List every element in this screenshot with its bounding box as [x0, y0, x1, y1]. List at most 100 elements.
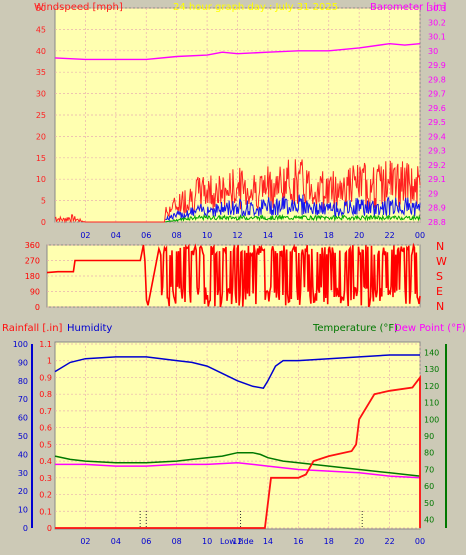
climate-xtick-06: 06: [141, 537, 151, 546]
direction-tick-180: 180: [25, 272, 40, 281]
rain-tick-0.8: 0.8: [39, 390, 52, 399]
humidity-tick-90: 90: [18, 358, 28, 367]
rain-tick-0.3: 0.3: [39, 474, 52, 483]
wind-tick-15: 15: [36, 154, 46, 163]
humidity-tick-50: 50: [18, 432, 28, 441]
barometer-line: [54, 42, 421, 61]
humidity-tick-100: 100: [13, 340, 28, 349]
climate-xtick-14: 14: [263, 537, 273, 546]
wind-x-axis-ticks: 02 04 06 08 10 12 14 16 18 20 22 00: [80, 231, 425, 240]
wind-tick-5: 5: [41, 197, 46, 206]
temperature-tick-130: 130: [424, 365, 439, 374]
direction-axis-ticks: 360 270 180 90 0: [25, 241, 40, 312]
climate-series: [54, 354, 421, 529]
direction-tick-360: 360: [25, 241, 40, 250]
wind-tick-25: 25: [36, 111, 46, 120]
dewpoint-line: [55, 462, 421, 479]
climate-xtick-16: 16: [293, 537, 303, 546]
temperature-axis-ticks: 140 130 120 110 100 90 80 70 60 50 40: [424, 348, 439, 524]
wind-direction-line: [46, 242, 421, 308]
temperature-tick-110: 110: [424, 399, 439, 408]
barometer-tick-29: 29: [428, 189, 438, 198]
barometer-tick-30.3: 30.3: [428, 4, 446, 13]
windspeed-line: [54, 159, 421, 224]
wind-xtick-18: 18: [324, 231, 334, 240]
wind-xtick-16: 16: [293, 231, 303, 240]
humidity-tick-10: 10: [18, 506, 28, 515]
humidity-tick-70: 70: [18, 395, 28, 404]
dewpoint-axis-label: Dew Point (°F): [394, 323, 466, 334]
barometer-tick-30.1: 30.1: [428, 33, 446, 42]
humidity-tick-40: 40: [18, 450, 28, 459]
wind-tick-0: 0: [41, 218, 46, 227]
temperature-tick-60: 60: [424, 482, 434, 491]
wind-xtick-20: 20: [354, 231, 364, 240]
direction-tick-270: 270: [25, 257, 40, 266]
wind-xtick-14: 14: [263, 231, 273, 240]
wind-low-line: [165, 213, 421, 223]
rain-tick-0: 0: [47, 524, 52, 533]
compass-label-4: N: [436, 300, 444, 313]
climate-xtick-22: 22: [384, 537, 394, 546]
compass-label-3: E: [436, 285, 443, 298]
wind-xtick-08: 08: [172, 231, 182, 240]
rain-tick-0.9: 0.9: [39, 373, 52, 382]
rain-tick-0.1: 0.1: [39, 507, 52, 516]
rain-tick-0.5: 0.5: [39, 440, 52, 449]
barometer-tick-29.8: 29.8: [428, 75, 446, 84]
wind-tick-45: 45: [36, 25, 46, 34]
rain-tick-1.1: 1.1: [39, 340, 52, 349]
barometer-tick-29.7: 29.7: [428, 90, 446, 99]
windspeed-axis-label: Windspeed [mph]: [34, 2, 123, 13]
direction-tick-0: 0: [35, 303, 40, 312]
rain-tick-1: 1: [47, 357, 52, 366]
temperature-tick-90: 90: [424, 432, 434, 441]
barometer-right-axis-ticks: 30.3 30.2 30.1 30 29.9 29.8 29.7 29.6 29.5 29.4 29…: [428, 4, 446, 227]
temperature-tick-80: 80: [424, 449, 434, 458]
rain-tick-0.7: 0.7: [39, 407, 52, 416]
humidity-tick-20: 20: [18, 487, 28, 496]
barometer-tick-29.9: 29.9: [428, 61, 446, 70]
humidity-tick-0: 0: [23, 524, 28, 533]
temperature-tick-100: 100: [424, 415, 439, 424]
barometer-axis-label: Barometer [.in]: [370, 2, 446, 13]
wind-xtick-06: 06: [141, 231, 151, 240]
wind-series: [54, 42, 421, 224]
temperature-tick-70: 70: [424, 465, 434, 474]
temperature-tick-40: 40: [424, 516, 434, 525]
barometer-tick-29.4: 29.4: [428, 132, 446, 141]
chart-title: 24 hour graph day : July 31 2025: [173, 2, 338, 13]
climate-xtick-12: 12: [232, 537, 242, 546]
compass-label-1: W: [436, 255, 447, 268]
barometer-tick-29.1: 29.1: [428, 175, 446, 184]
climate-xtick-10: 10: [202, 537, 212, 546]
wind-tick-30: 30: [36, 90, 46, 99]
wind-tick-20: 20: [36, 132, 46, 141]
wind-xtick-04: 04: [111, 231, 121, 240]
temperature-tick-120: 120: [424, 382, 439, 391]
climate-xtick-04: 04: [111, 537, 121, 546]
wind-xtick-22: 22: [384, 231, 394, 240]
wind-xtick-00: 00: [415, 231, 425, 240]
barometer-tick-29.2: 29.2: [428, 161, 446, 170]
compass-label-0: N: [436, 240, 444, 253]
compass-label-2: S: [436, 270, 443, 283]
wind-tick-50: 50: [36, 4, 46, 13]
low-tide-annotation: Low tide: [220, 537, 254, 546]
climate-xtick-20: 20: [354, 537, 364, 546]
wind-xtick-10: 10: [202, 231, 212, 240]
temperature-tick-140: 140: [424, 348, 439, 357]
climate-xtick-00: 00: [415, 537, 425, 546]
rain-axis-ticks: 1.1 1 0.9 0.8 0.7 0.6 0.5 0.4 0.3 0.2 0.1 0: [39, 340, 52, 533]
direction-tick-90: 90: [30, 288, 40, 297]
humidity-tick-60: 60: [18, 414, 28, 423]
temperature-tick-50: 50: [424, 499, 434, 508]
barometer-tick-29.5: 29.5: [428, 118, 446, 127]
wind-average-line: [165, 194, 421, 222]
wind-tick-10: 10: [36, 175, 46, 184]
barometer-tick-30: 30: [428, 47, 438, 56]
